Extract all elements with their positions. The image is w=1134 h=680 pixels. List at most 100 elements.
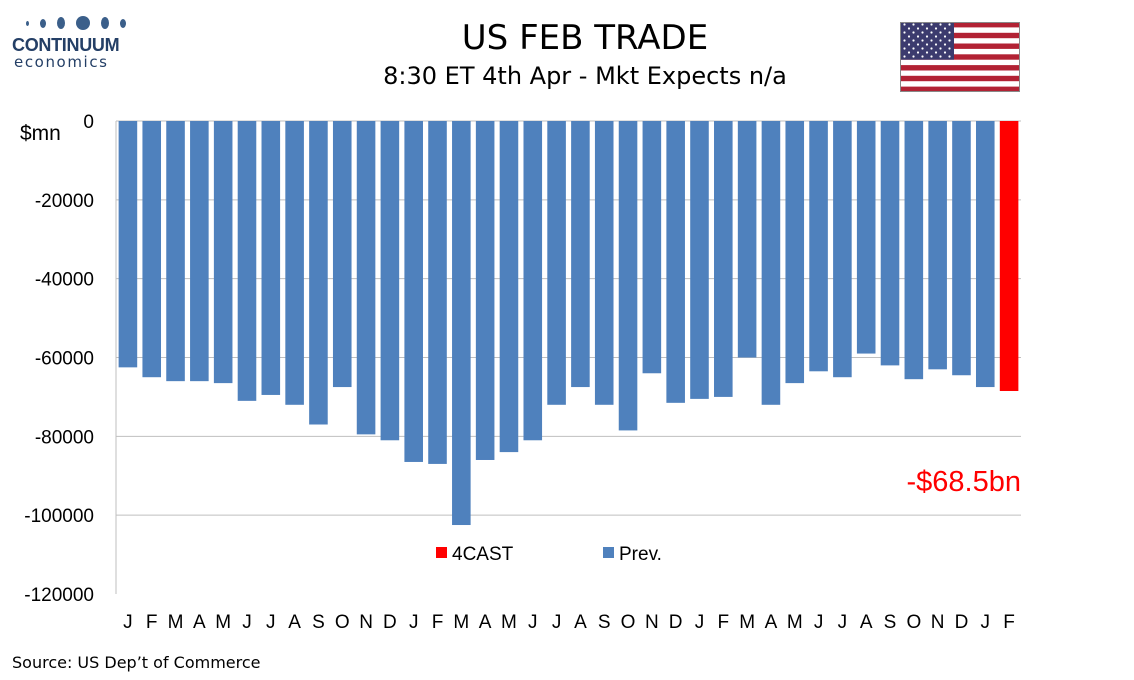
x-tick-label: D [383, 612, 397, 633]
x-tick-label: O [621, 612, 636, 633]
x-tick-label: J [528, 612, 538, 633]
bar [618, 121, 638, 431]
x-tick-label: F [146, 612, 158, 633]
bar [594, 121, 614, 405]
x-tick-label: J [266, 612, 276, 633]
forecast-annotation: -$68.5bn [907, 466, 1022, 498]
bar [118, 121, 138, 368]
x-tick-label: M [168, 612, 184, 633]
labels: 0 -20000 -40000 -60000 -80000 -100000 -120000 $… [20, 112, 1021, 633]
bars [118, 121, 1019, 526]
bar [904, 121, 924, 380]
continuum-economics-logo: CONTINUUM economics [12, 14, 142, 71]
x-tick-label: J [981, 612, 991, 633]
bar [285, 121, 304, 405]
y-axis-label: $mn [20, 122, 61, 145]
bar [309, 121, 328, 425]
bar [952, 121, 971, 376]
x-tick-label: N [931, 612, 945, 633]
x-tick-label: F [717, 612, 729, 633]
legend-swatch [436, 547, 447, 558]
bar [142, 121, 162, 378]
chart-subtitle: 8:30 ET 4th Apr - Mkt Expects n/a [383, 62, 787, 90]
x-tick-label: A [479, 612, 492, 633]
x-tick-label: O [335, 612, 350, 633]
bar [261, 121, 281, 395]
bar [642, 121, 662, 374]
bar [380, 121, 400, 441]
x-tick-label: A [574, 612, 587, 633]
x-tick-label: M [453, 612, 469, 633]
x-tick-label: A [193, 612, 206, 633]
bar [833, 121, 852, 378]
y-tick-label: -40000 [35, 270, 94, 291]
bar [737, 121, 757, 358]
x-tick-label: J [814, 612, 824, 633]
bar [452, 121, 471, 526]
bar [475, 121, 495, 460]
y-tick-label: -120000 [24, 585, 94, 606]
bar [880, 121, 900, 366]
x-tick-label: J [409, 612, 419, 633]
bar [928, 121, 947, 370]
x-tick-label: M [787, 612, 803, 633]
bar [190, 121, 209, 382]
bar [975, 121, 995, 388]
y-tick-label: -60000 [35, 349, 94, 370]
x-tick-label: S [884, 612, 897, 633]
forecast-bar [999, 121, 1019, 392]
legend-label: 4CAST [452, 544, 514, 565]
bar [404, 121, 423, 462]
x-tick-label: N [359, 612, 373, 633]
x-tick-label: N [645, 612, 659, 633]
y-tick-label: -80000 [35, 427, 94, 448]
bar [785, 121, 805, 384]
bar [332, 121, 352, 388]
x-tick-label: J [838, 612, 848, 633]
chart-title: US FEB TRADE [461, 18, 709, 58]
x-tick-label: D [955, 612, 969, 633]
bar [761, 121, 781, 405]
x-tick-label: D [669, 612, 683, 633]
x-tick-label: J [552, 612, 562, 633]
x-tick-label: J [242, 612, 252, 633]
y-tick-label: -20000 [35, 191, 94, 212]
bar [356, 121, 376, 435]
bar [809, 121, 828, 372]
y-tick-label: 0 [83, 112, 94, 133]
x-tick-label: J [695, 612, 705, 633]
x-tick-label: A [288, 612, 301, 633]
bar [690, 121, 709, 399]
x-tick-label: A [860, 612, 873, 633]
bar [666, 121, 685, 403]
x-tick-label: A [765, 612, 778, 633]
logo-subtitle: economics [14, 53, 109, 71]
x-tick-label: S [598, 612, 611, 633]
us-flag-icon [900, 22, 1020, 92]
bar [523, 121, 543, 441]
legend-label: Prev. [619, 544, 662, 565]
bar [856, 121, 876, 354]
x-tick-label: J [123, 612, 133, 633]
logo-dots [26, 14, 142, 32]
bar [428, 121, 447, 464]
logo-name: CONTINUUM [12, 35, 120, 55]
bar [213, 121, 233, 384]
y-tick-label: -100000 [24, 506, 94, 527]
bar [166, 121, 185, 382]
x-tick-label: M [739, 612, 755, 633]
x-tick-label: F [1003, 612, 1015, 633]
bar [714, 121, 733, 397]
bar [237, 121, 257, 401]
bar [499, 121, 519, 453]
x-tick-label: M [501, 612, 517, 633]
x-tick-label: F [432, 612, 444, 633]
source-note: Source: US Dep’t of Commerce [12, 653, 261, 672]
legend-swatch [603, 547, 614, 558]
x-tick-label: M [215, 612, 231, 633]
x-tick-label: S [312, 612, 325, 633]
bar [571, 121, 590, 388]
x-tick-label: O [906, 612, 921, 633]
bar [547, 121, 566, 405]
